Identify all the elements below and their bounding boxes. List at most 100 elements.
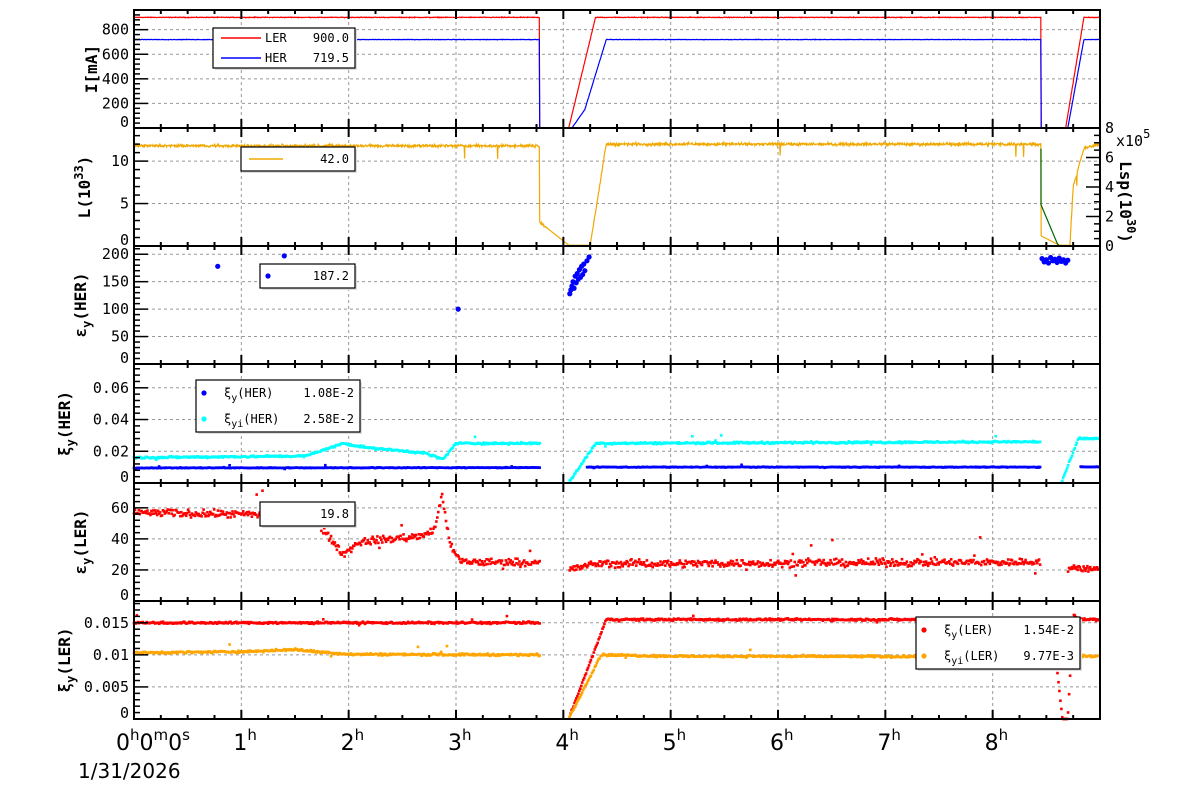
data-point	[216, 509, 220, 512]
data-point	[846, 564, 850, 567]
data-point	[1033, 562, 1036, 565]
data-point	[411, 536, 415, 540]
data-point	[311, 650, 314, 654]
data-point	[985, 558, 989, 561]
data-point	[498, 559, 502, 562]
data-point	[229, 620, 232, 624]
data-point	[747, 563, 750, 566]
data-point	[273, 649, 277, 653]
y-tick-label: 50	[111, 328, 129, 346]
data-point	[515, 562, 518, 565]
data-point	[984, 562, 988, 566]
data-point	[389, 540, 393, 544]
data-point	[428, 532, 431, 535]
data-point	[884, 562, 887, 566]
data-point	[329, 654, 333, 658]
data-point	[910, 564, 913, 568]
data-point	[255, 493, 258, 496]
data-point	[576, 694, 579, 698]
y-tick-label: 0	[120, 231, 129, 249]
data-point	[384, 621, 388, 624]
data-point	[750, 562, 754, 566]
data-point	[589, 449, 593, 453]
data-point	[326, 531, 330, 535]
legend-value: 19.8	[320, 507, 349, 521]
data-point	[221, 510, 225, 513]
data-point	[993, 439, 996, 443]
data-point	[956, 562, 960, 566]
data-point	[681, 566, 684, 569]
data-point	[156, 466, 160, 470]
data-point	[382, 536, 386, 540]
data-point	[1095, 566, 1099, 569]
data-point	[682, 562, 685, 566]
data-point	[586, 254, 592, 260]
data-point	[300, 648, 304, 651]
y-tick-label: 200	[102, 245, 129, 263]
data-point	[379, 536, 382, 539]
data-point	[653, 655, 656, 658]
data-point	[482, 563, 485, 567]
data-point	[445, 644, 449, 648]
data-point	[451, 446, 455, 450]
data-point	[378, 654, 381, 657]
legend-value: 719.5	[313, 51, 349, 65]
data-point	[728, 561, 732, 564]
data-point	[137, 508, 141, 512]
data-point	[580, 271, 586, 278]
data-point	[913, 559, 916, 563]
data-point	[249, 512, 253, 515]
data-point	[828, 563, 831, 566]
data-point	[921, 553, 924, 556]
data-point	[667, 563, 671, 567]
data-point	[580, 691, 584, 694]
data-point	[603, 622, 606, 626]
data-point	[528, 441, 532, 444]
data-point	[162, 510, 166, 513]
data-point	[1083, 567, 1086, 570]
data-point	[431, 531, 434, 535]
data-point	[878, 558, 882, 561]
data-point	[397, 535, 400, 539]
data-point	[460, 561, 463, 564]
data-point	[571, 567, 574, 571]
data-point	[705, 560, 709, 563]
data-point	[443, 510, 447, 514]
data-point	[602, 652, 605, 655]
data-point	[348, 549, 351, 552]
data-point	[1034, 572, 1037, 575]
data-point	[398, 538, 401, 541]
data-point	[585, 681, 589, 685]
data-point	[322, 532, 325, 535]
data-point	[662, 654, 665, 657]
data-point	[768, 617, 771, 620]
data-point	[440, 492, 444, 496]
data-point	[755, 562, 759, 565]
data-point	[500, 559, 504, 562]
data-point	[720, 434, 723, 437]
data-point	[739, 465, 742, 469]
data-point	[801, 565, 804, 568]
data-point	[373, 540, 376, 543]
data-point	[577, 692, 580, 695]
data-point	[774, 563, 777, 566]
data-point	[1031, 563, 1034, 566]
data-point	[1072, 564, 1076, 567]
data-point	[332, 542, 336, 546]
data-point	[868, 562, 872, 566]
y-axis-label: L(1033)	[72, 156, 94, 219]
data-point	[501, 567, 505, 571]
data-point	[630, 558, 633, 561]
data-point	[1006, 561, 1009, 565]
data-point	[671, 619, 675, 623]
data-point	[432, 527, 435, 530]
data-point	[153, 512, 156, 515]
data-point	[203, 512, 206, 515]
data-point	[1010, 559, 1014, 562]
data-point	[737, 619, 740, 622]
data-point	[804, 564, 807, 567]
data-point	[645, 559, 649, 562]
data-point	[930, 560, 934, 563]
data-point	[585, 566, 589, 569]
data-point	[574, 471, 577, 475]
